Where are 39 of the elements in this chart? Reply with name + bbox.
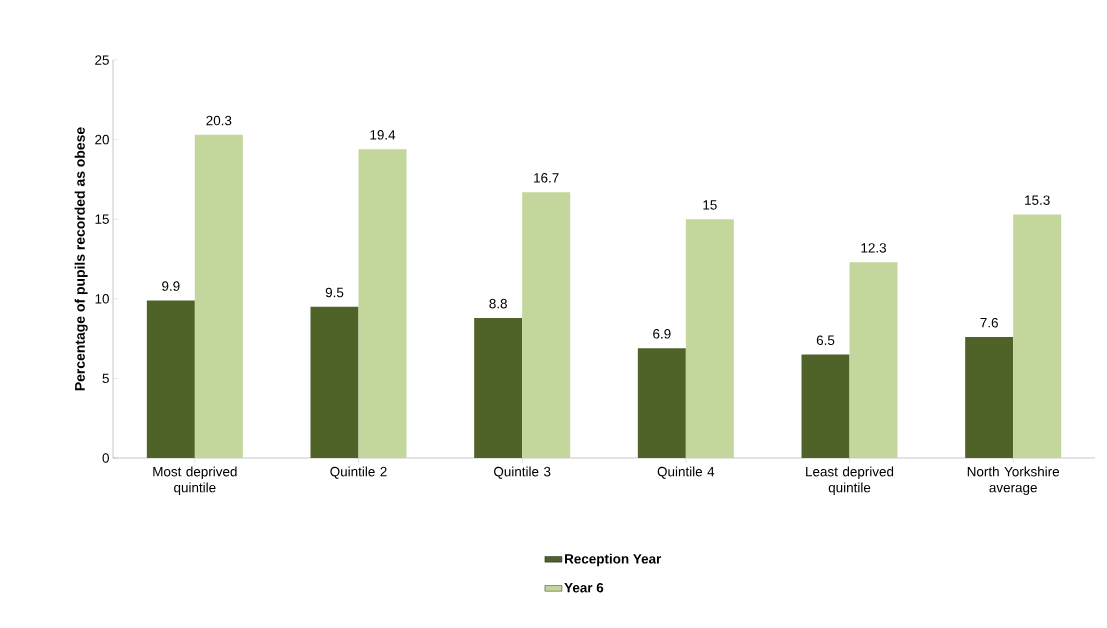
data-label: 8.8 <box>489 298 507 309</box>
bar <box>522 192 571 458</box>
data-label: 19.4 <box>370 130 396 140</box>
legend-label: Reception Year <box>565 553 662 567</box>
bar <box>801 354 850 458</box>
x-tick-label: Quintile 4 <box>657 466 715 479</box>
bar <box>849 262 898 458</box>
x-tick-label: Least deprived quintile <box>806 466 894 495</box>
bar <box>310 306 359 458</box>
bar <box>194 134 243 458</box>
y-tick-label: 15 <box>95 214 109 224</box>
data-label: 20.3 <box>206 115 232 126</box>
y-tick-label: 10 <box>95 294 109 304</box>
x-tick-label: Quintile 3 <box>494 466 551 479</box>
x-tick-label: Quintile 2 <box>330 466 387 479</box>
data-label: 6.5 <box>816 335 835 345</box>
y-tick-label: 20 <box>95 134 109 145</box>
data-label: 9.9 <box>162 281 180 291</box>
bar <box>358 149 407 458</box>
data-label: 15 <box>703 200 717 210</box>
legend-label: Year 6 <box>564 582 604 593</box>
data-label: 15.3 <box>1025 195 1050 205</box>
y-tick-label: 25 <box>95 55 109 65</box>
bar <box>146 300 195 458</box>
x-tick-label: North Yorkshire average <box>967 466 1060 495</box>
bar <box>637 348 686 458</box>
data-label: 16.7 <box>534 173 559 183</box>
y-axis-title: Percentage of pupils recorded as obese <box>74 127 88 391</box>
data-label: 6.9 <box>653 329 671 339</box>
y-tick-label: 0 <box>102 453 109 463</box>
data-label: 9.5 <box>325 287 344 298</box>
bar <box>965 337 1014 458</box>
bar <box>1013 214 1062 458</box>
bar <box>685 219 734 458</box>
y-tick-label: 5 <box>102 373 109 384</box>
bar <box>474 317 523 458</box>
x-tick-label: Most deprived quintile <box>153 466 237 495</box>
data-label: 7.6 <box>980 317 998 328</box>
data-label: 12.3 <box>861 243 886 253</box>
